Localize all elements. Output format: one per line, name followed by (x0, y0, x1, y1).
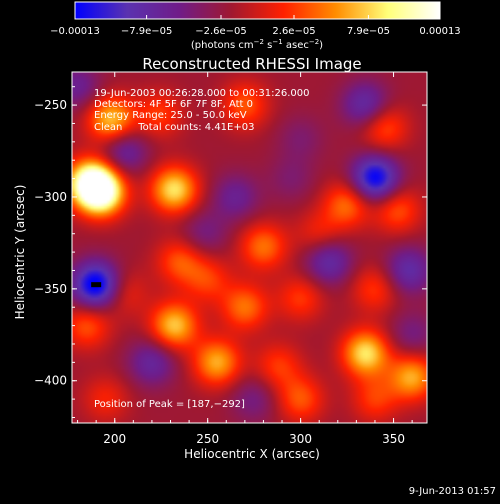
colorbar-tick-label: −0.00013 (50, 26, 100, 37)
x-tick-label: 300 (289, 432, 312, 446)
colorbar-ticks: −0.00013 −7.9e−05 −2.6e−05 2.6e−05 7.9e−05 0.… (50, 15, 461, 37)
heatmap-image (72, 72, 427, 423)
colorbar-tick-label: −2.6e−05 (195, 26, 247, 37)
annotation-detectors: Detectors: 4F 5F 6F 7F 8F, Att 0 (94, 99, 253, 110)
x-axis-label: Heliocentric X (arcsec) (184, 447, 320, 461)
feature-marks (91, 282, 102, 288)
y-tick-label: −400 (34, 374, 67, 388)
chart-title: Reconstructed RHESSI Image (142, 55, 361, 73)
y-tick-label: −250 (34, 98, 67, 112)
colorbar-tick-label: −7.9e−05 (121, 26, 173, 37)
footer-timestamp: 9-Jun-2013 01:57 (409, 486, 496, 497)
x-tick-label: 200 (103, 432, 126, 446)
plot-area (71, 71, 428, 424)
plot-frame (71, 71, 428, 424)
x-tick-label: 250 (196, 432, 219, 446)
colorbar-units: (photons cm−2 s−1 asec−2) (191, 38, 323, 51)
colorbar: −0.00013 −7.9e−05 −2.6e−05 2.6e−05 7.9e−05 0.… (50, 1, 461, 51)
annotations: 19-Jun-2003 00:26:28.000 to 00:31:26.000… (94, 88, 310, 410)
colorbar-tick-label: 2.6e−05 (272, 26, 315, 37)
peak-marker (91, 282, 102, 288)
x-axis-ticks: 200 250 300 350 (77, 72, 413, 446)
x-tick-label: 350 (382, 432, 405, 446)
y-axis-label: Heliocentric Y (arcsec) (13, 185, 27, 320)
colorbar-tick-label: 0.00013 (419, 26, 460, 37)
annotation-time-range: 19-Jun-2003 00:26:28.000 to 00:31:26.000 (94, 88, 310, 99)
y-tick-label: −350 (34, 282, 67, 296)
colorbar-tick-label: 7.9e−05 (347, 26, 390, 37)
y-tick-label: −300 (34, 190, 67, 204)
annotation-method: Clean Total counts: 4.41E+03 (94, 122, 254, 133)
y-axis-ticks: −250 −300 −350 −400 (34, 86, 427, 418)
annotation-energy: Energy Range: 25.0 - 50.0 keV (94, 110, 247, 121)
colorbar-gradient (74, 1, 441, 20)
annotation-peak: Position of Peak = [187,−292] (94, 399, 245, 410)
